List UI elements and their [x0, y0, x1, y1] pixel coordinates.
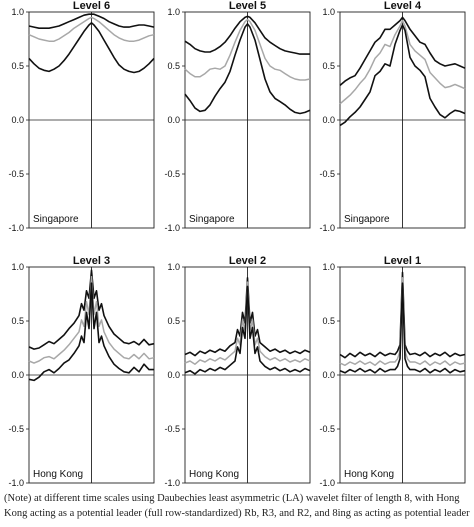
series-line-upper	[28, 269, 155, 350]
y-tick-label: -0.5	[8, 424, 24, 434]
y-tick-label: 0.0	[11, 115, 24, 125]
series-line-estimate	[28, 16, 155, 42]
chart-panel: Level 4 1.0 0.5 0.0 -0.5 -1.0 Singapore	[319, 0, 466, 233]
series-line-upper	[184, 276, 311, 357]
y-tick-label: 0.5	[322, 61, 335, 71]
series-line-estimate	[184, 281, 311, 365]
series-line-lower	[184, 285, 311, 375]
y-tick-label: 1.0	[167, 262, 180, 272]
y-tick-label: -1.0	[319, 223, 335, 233]
caption-line-1: (Note) at different time scales using Da…	[4, 493, 460, 504]
y-tick-label: 1.0	[167, 7, 180, 17]
region-label: Hong Kong	[344, 469, 394, 480]
y-tick-label: -0.5	[319, 169, 335, 179]
series-line-estimate	[184, 18, 311, 81]
y-tick-label: 0.5	[11, 61, 24, 71]
y-tick-label: 0.0	[167, 370, 180, 380]
y-tick-label: -0.5	[164, 169, 180, 179]
series-line-lower	[184, 23, 311, 115]
series-line-upper	[339, 271, 466, 359]
y-tick-label: -1.0	[319, 478, 335, 488]
y-tick-label: -1.0	[164, 223, 180, 233]
region-label: Singapore	[33, 214, 79, 225]
series-line-upper	[339, 16, 466, 87]
y-tick-label: 0.5	[167, 316, 180, 326]
chart-title: Level 4	[384, 0, 422, 12]
series-line-lower	[339, 24, 466, 127]
y-tick-label: 0.0	[322, 370, 335, 380]
y-tick-label: -0.5	[319, 424, 335, 434]
chart-panel: Level 6 1.0 0.5 0.0 -0.5 -1.0 Singapore	[8, 0, 155, 233]
y-tick-label: -1.0	[8, 223, 24, 233]
y-tick-label: 1.0	[322, 7, 335, 17]
y-tick-label: -1.0	[164, 478, 180, 488]
series-line-estimate	[28, 275, 155, 364]
y-tick-label: -1.0	[8, 478, 24, 488]
y-tick-label: -0.5	[8, 169, 24, 179]
chart-panel: Level 1 1.0 0.5 0.0 -0.5 -1.0 Hong Kong	[319, 255, 466, 488]
chart-title: Level 1	[384, 255, 421, 267]
y-tick-label: 1.0	[322, 262, 335, 272]
region-label: Hong Kong	[189, 469, 239, 480]
y-tick-label: 0.0	[322, 115, 335, 125]
y-tick-label: 0.0	[167, 115, 180, 125]
chart-title: Level 6	[73, 0, 110, 12]
chart-panel: Level 2 1.0 0.5 0.0 -0.5 -1.0 Hong Kong	[164, 255, 311, 488]
y-tick-label: 1.0	[11, 262, 24, 272]
series-line-lower	[28, 282, 154, 382]
y-tick-label: 0.5	[11, 316, 24, 326]
series-line-estimate	[339, 19, 466, 105]
y-tick-label: 0.5	[322, 316, 335, 326]
chart-title: Level 2	[229, 255, 266, 267]
chart-panel: Level 3 1.0 0.5 0.0 -0.5 -1.0 Hong Kong	[8, 255, 155, 488]
chart-panel: Level 5 1.0 0.5 0.0 -0.5 -1.0 Singapore	[164, 0, 311, 233]
series-line-upper	[184, 15, 310, 55]
region-label: Singapore	[189, 214, 235, 225]
chart-title: Level 5	[229, 0, 266, 12]
y-tick-label: -0.5	[164, 424, 180, 434]
series-line-lower	[28, 21, 155, 74]
caption-line-2: Kong acting as a potential leader (full …	[4, 508, 470, 519]
region-label: Singapore	[344, 214, 390, 225]
y-tick-label: 0.5	[167, 61, 180, 71]
chart-title: Level 3	[73, 255, 110, 267]
y-tick-label: 1.0	[11, 7, 24, 17]
y-tick-label: 0.0	[11, 370, 24, 380]
series-line-estimate	[339, 277, 466, 367]
series-line-upper	[28, 13, 155, 30]
region-label: Hong Kong	[33, 469, 83, 480]
figure-caption: (Note) at different time scales using Da…	[4, 491, 470, 521]
series-line-lower	[339, 282, 466, 374]
